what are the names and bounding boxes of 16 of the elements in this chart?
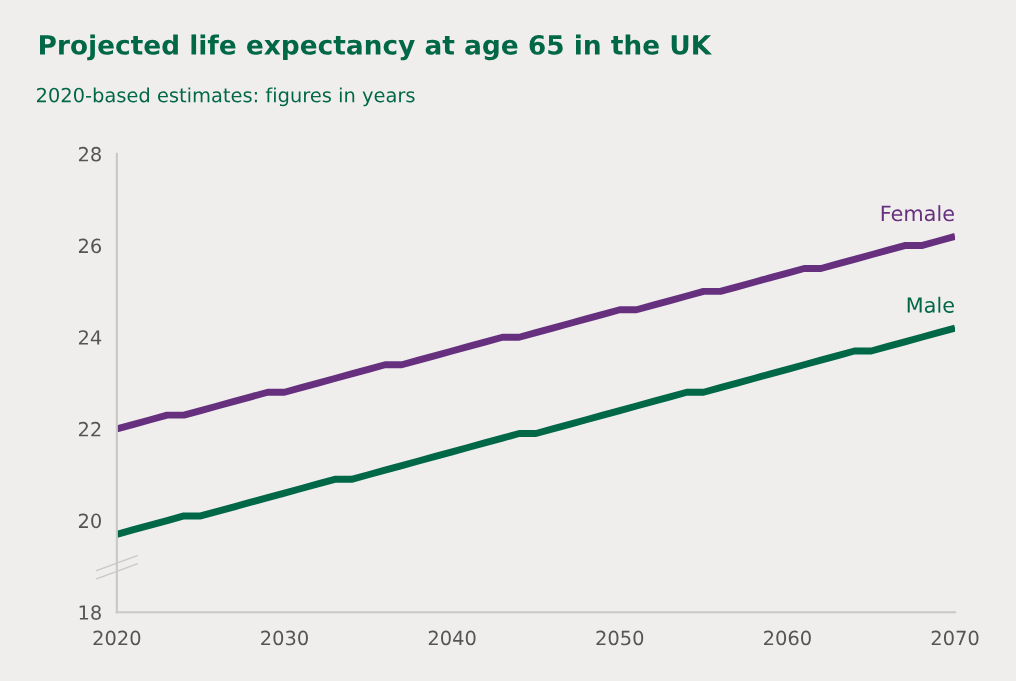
x-tick-label: 2070 — [931, 630, 979, 646]
chart-title: Projected life expectancy at age 65 in the UK — [40, 34, 712, 61]
x-tick-label: 2060 — [764, 630, 811, 646]
x-tick-label: 2050 — [596, 630, 644, 646]
y-tick-label: 26 — [78, 238, 102, 254]
y-tick-label: 28 — [78, 146, 101, 162]
y-tick-label: 20 — [78, 513, 101, 529]
y-tick-label: 24 — [78, 330, 102, 345]
chart-subtitle: 2020-based estimates: figures in years — [36, 87, 415, 107]
series-label: Female — [881, 205, 954, 222]
x-tick-label: 2030 — [261, 630, 308, 646]
y-tick-label: 18 — [79, 605, 101, 620]
x-tick-label: 2040 — [428, 630, 476, 646]
series-label: Male — [907, 296, 954, 313]
y-tick-label: 22 — [78, 421, 101, 437]
x-tick-label: 2020 — [93, 630, 141, 646]
